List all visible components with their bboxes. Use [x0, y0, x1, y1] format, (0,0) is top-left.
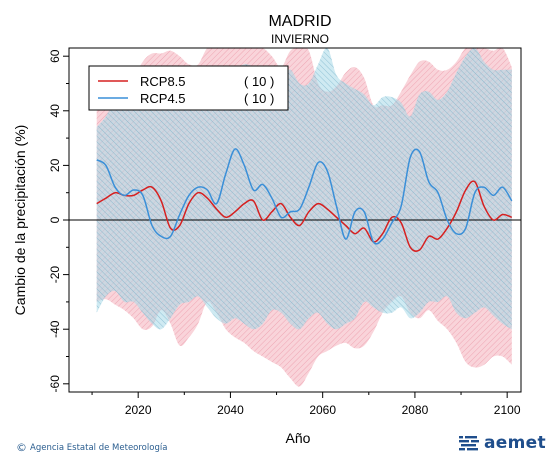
band-hatch-rcp45	[96, 48, 512, 330]
legend-box	[88, 65, 289, 111]
chart-subtitle: INVIERNO	[271, 32, 329, 46]
aemet-logo-icon	[459, 436, 479, 451]
x-tick-label: 2080	[402, 403, 429, 417]
agency-credit: © Agencia Estatal de Meteorología	[16, 441, 167, 454]
copyright-symbol: ©	[16, 441, 27, 454]
x-axis-label: Año	[286, 430, 311, 446]
x-tick-label: 2060	[309, 403, 336, 417]
aemet-brand-text: aemet	[484, 433, 546, 453]
y-tick-label: -40	[48, 320, 62, 338]
chart-title: MADRID	[268, 13, 331, 30]
y-tick-label: 40	[48, 104, 62, 118]
y-tick-label: 20	[48, 158, 62, 172]
y-tick-label: 0	[48, 216, 62, 223]
legend-label-rcp45: RCP4.5	[140, 91, 186, 106]
x-tick-label: 2020	[125, 403, 152, 417]
series-line-rcp45	[96, 148, 513, 245]
aemet-logo: aemet	[458, 432, 546, 454]
legend-label-rcp85: RCP8.5	[140, 74, 186, 89]
legend-count-rcp85: ( 10 )	[244, 74, 274, 89]
series-line-rcp85	[96, 180, 513, 252]
x-tick-label: 2100	[494, 403, 521, 417]
legend-count-rcp45: ( 10 )	[244, 91, 274, 106]
y-axis-label: Cambio de la precipitación (%)	[12, 125, 28, 316]
y-tick-label: 60	[48, 49, 62, 63]
y-tick-label: -60	[48, 375, 62, 393]
x-tick-label: 2040	[217, 403, 244, 417]
agency-credit-text: Agencia Estatal de Meteorología	[30, 443, 168, 453]
y-tick-label: -20	[48, 266, 62, 284]
legend: RCP8.5 ( 10 ) RCP4.5 ( 10 )	[88, 65, 289, 111]
